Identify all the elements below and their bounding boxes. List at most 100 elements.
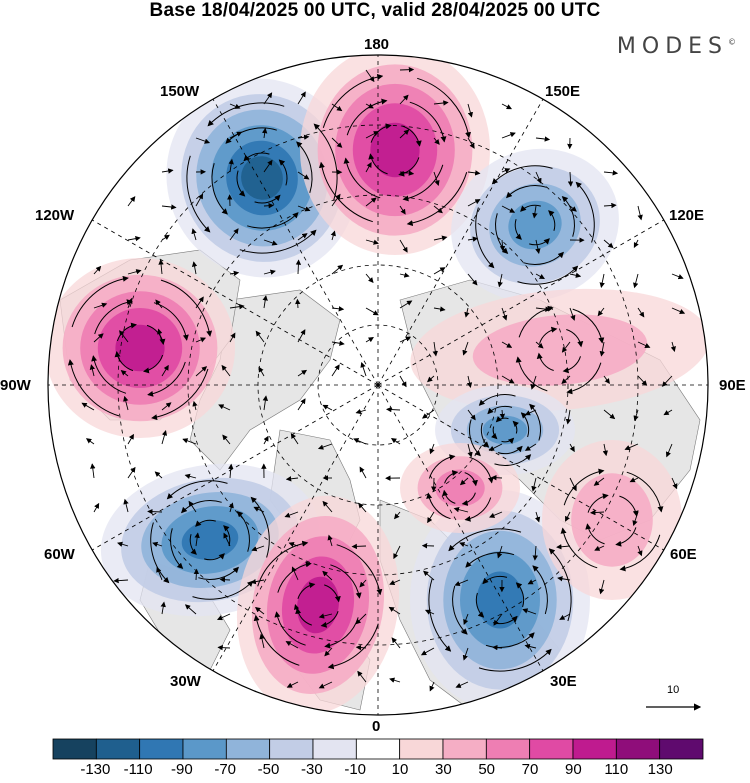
- wind-streamline: [468, 419, 481, 457]
- wind-vector: [599, 341, 605, 357]
- wind-vector: [462, 647, 469, 661]
- wind-vector: [501, 103, 513, 110]
- wind-vector: [365, 197, 377, 207]
- wind-vector: [318, 613, 333, 619]
- wind-vector: [464, 307, 470, 318]
- wind-streamline: [277, 561, 312, 593]
- wind-vector: [286, 681, 299, 688]
- wind-streamline: [548, 210, 556, 231]
- wind-streamline: [330, 564, 362, 599]
- wind-vector: [427, 511, 435, 524]
- wind-vector: [355, 613, 367, 625]
- wind-vector: [599, 273, 605, 288]
- wind-streamline: [464, 472, 478, 487]
- wind-vector: [399, 336, 412, 343]
- wind-vector: [399, 300, 413, 309]
- map-title: Base 18/04/2025 00 UTC, valid 28/04/2025…: [149, 0, 601, 21]
- wind-streamline: [211, 163, 228, 215]
- lon-label-60e: 60E: [670, 546, 697, 563]
- wind-vector: [295, 259, 302, 275]
- wind-vector: [229, 303, 245, 310]
- wind-streamline: [368, 153, 388, 175]
- wind-vector: [535, 341, 544, 349]
- wind-vector: [423, 570, 435, 581]
- wind-streamline: [619, 534, 661, 572]
- wind-vector: [603, 375, 610, 385]
- wind-streamline: [475, 592, 485, 618]
- wind-vector: [565, 511, 571, 522]
- wind-streamline: [160, 279, 213, 337]
- wind-vector: [453, 507, 469, 513]
- wind-streamline: [514, 219, 522, 240]
- wind-vector: [358, 502, 367, 513]
- wind-vector: [156, 566, 163, 581]
- anomaly-layer: [48, 55, 708, 715]
- wind-streamline: [615, 527, 637, 547]
- wind-streamline: [619, 495, 639, 517]
- wind-vector: [228, 463, 234, 479]
- wind-streamline: [274, 611, 306, 646]
- wind-streamline: [461, 492, 476, 506]
- wind-vector: [90, 463, 96, 479]
- wind-vector: [355, 408, 367, 415]
- wind-vector: [432, 341, 438, 357]
- wind-vector: [222, 434, 231, 445]
- wind-streamline: [501, 437, 515, 444]
- wind-vector: [399, 170, 415, 176]
- wind-streamline: [482, 575, 508, 585]
- wind-vector: [365, 273, 374, 283]
- wind-streamline: [465, 552, 515, 568]
- wind-vector: [670, 341, 676, 352]
- wind-vector: [599, 579, 605, 595]
- wind-streamline: [204, 553, 225, 561]
- wind-vector: [603, 409, 616, 420]
- wind-vector: [327, 534, 333, 547]
- wind-vector: [365, 131, 380, 139]
- wind-vector: [365, 307, 379, 316]
- wind-streamline: [151, 368, 209, 421]
- wind-vector: [632, 511, 639, 527]
- graticule: [48, 55, 708, 715]
- wind-vector: [433, 100, 449, 106]
- wind-vector: [127, 269, 142, 275]
- wind-streamline: [566, 329, 584, 348]
- wind-vector: [459, 542, 469, 548]
- wind-vector: [671, 307, 686, 314]
- wind-vector: [359, 466, 367, 479]
- colorbar-tick-label: 130: [647, 761, 673, 778]
- wind-streamline: [506, 185, 547, 199]
- lon-label-120w: 120W: [35, 207, 75, 224]
- wind-vector: [93, 265, 102, 275]
- colorbar-tick-label: 70: [521, 761, 539, 778]
- wind-vector: [522, 608, 537, 615]
- wind-vector: [637, 375, 648, 386]
- wind-vector: [331, 340, 345, 346]
- wind-vector: [531, 477, 537, 492]
- wind-streamline: [485, 632, 535, 648]
- wind-streamline: [239, 229, 317, 254]
- wind-vector: [223, 532, 231, 547]
- wind-streamline: [491, 165, 553, 185]
- meridian-line: [377, 99, 544, 386]
- wind-vector: [351, 543, 367, 550]
- wind-streamline: [186, 155, 211, 233]
- wind-vector: [535, 171, 542, 184]
- wind-streamline: [67, 359, 120, 417]
- wind-vector: [262, 295, 268, 309]
- wind-vector: [501, 375, 515, 384]
- wind-vector: [288, 541, 299, 548]
- wind-vector: [429, 681, 435, 692]
- wind-vector: [218, 404, 231, 411]
- wind-vector: [357, 670, 367, 683]
- wind-vector: [633, 239, 639, 249]
- meridian-line: [212, 384, 379, 671]
- wind-vector: [590, 509, 605, 516]
- wind-vector: [629, 477, 639, 483]
- wind-streamline: [181, 500, 222, 514]
- wind-streamline: [409, 101, 447, 143]
- wind-streamline: [91, 355, 127, 394]
- wind-streamline: [243, 152, 270, 162]
- positive-anomaly-contour: [435, 469, 485, 507]
- wind-streamline: [487, 405, 513, 415]
- wind-streamline: [512, 420, 519, 434]
